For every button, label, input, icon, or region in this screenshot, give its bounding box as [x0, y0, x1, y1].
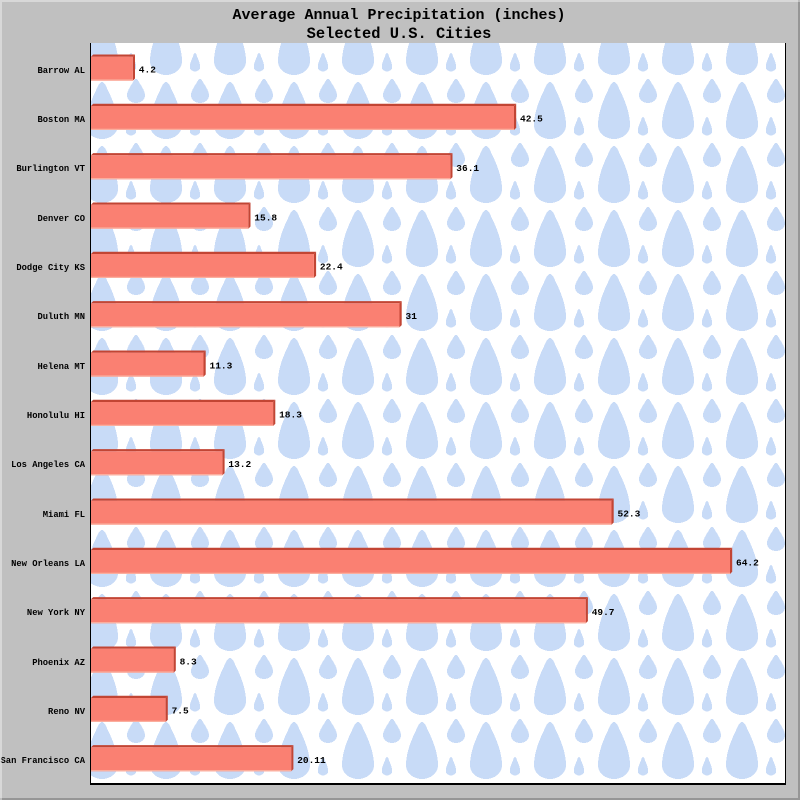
svg-text:42.5: 42.5: [520, 114, 543, 125]
svg-text:11.3: 11.3: [209, 360, 232, 371]
svg-text:49.7: 49.7: [591, 607, 614, 618]
svg-text:8.3: 8.3: [179, 656, 196, 667]
svg-text:36.1: 36.1: [456, 163, 479, 174]
svg-text:20.11: 20.11: [297, 755, 326, 766]
svg-text:4.2: 4.2: [138, 64, 155, 75]
svg-text:7.5: 7.5: [171, 706, 188, 717]
svg-text:18.3: 18.3: [279, 410, 302, 421]
svg-text:64.2: 64.2: [736, 558, 759, 569]
svg-text:13.2: 13.2: [228, 459, 251, 470]
svg-text:52.3: 52.3: [617, 508, 640, 519]
svg-text:15.8: 15.8: [254, 212, 277, 223]
svg-text:31: 31: [405, 311, 417, 322]
svg-text:22.4: 22.4: [319, 262, 342, 273]
